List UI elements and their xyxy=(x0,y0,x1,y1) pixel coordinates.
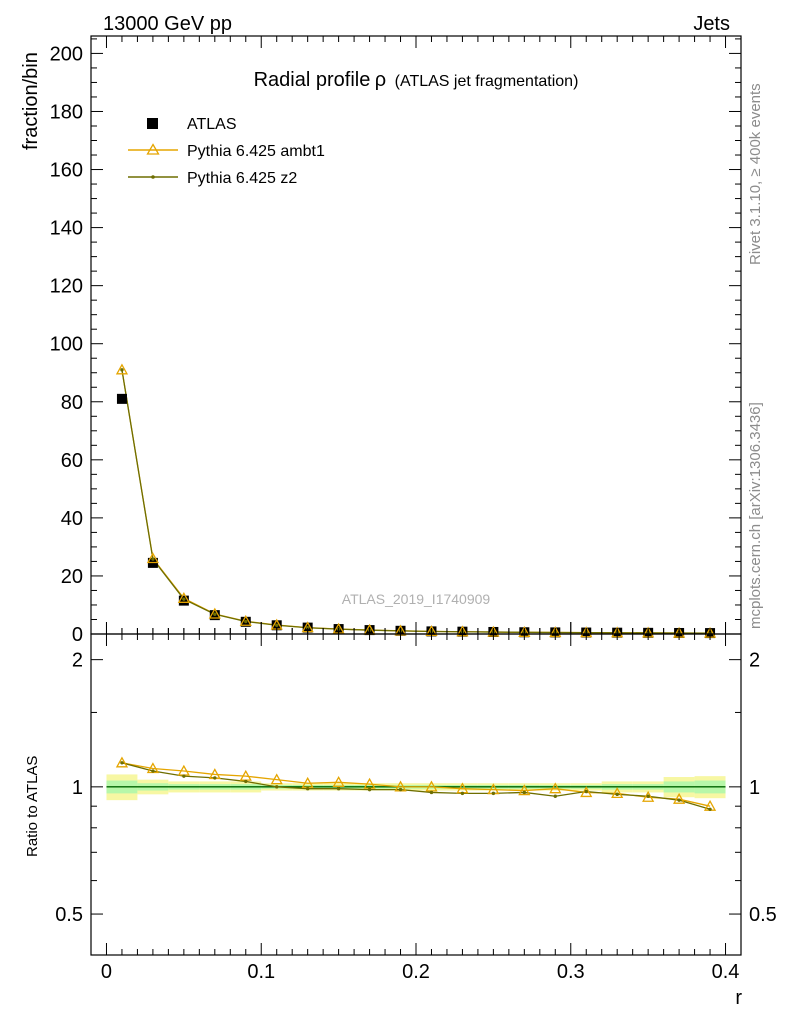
z2-point xyxy=(213,612,217,616)
ambt1-point xyxy=(146,552,160,564)
ratio-y-tick-label-right: 0.5 xyxy=(749,904,777,926)
ratio-z2-point xyxy=(213,776,217,780)
ratio-ambt1-point xyxy=(115,756,129,768)
ratio-z2-point xyxy=(646,794,650,798)
legend-label-z2: Pythia 6.425 z2 xyxy=(187,170,297,187)
x-tick-label: 0.4 xyxy=(712,961,740,983)
z2-point xyxy=(244,619,248,624)
ratio-y-tick-label: 0.5 xyxy=(55,904,83,926)
title-sub: (ATLAS jet fragmentation) xyxy=(395,73,579,90)
ratio-z2-point xyxy=(522,790,527,795)
ratio-ambt1-point xyxy=(642,790,655,802)
z2-point xyxy=(120,368,124,372)
ratio-y-axis-label: Ratio to ATLAS xyxy=(24,756,41,857)
x-axis-label: r xyxy=(735,987,742,1009)
y-tick-label: 120 xyxy=(50,276,83,298)
title-main: Radial profile xyxy=(254,69,371,91)
ambt1-point xyxy=(239,614,252,626)
ratio-z2-point xyxy=(275,785,279,789)
plot-title: Radial profile ρ (ATLAS jet fragmentatio… xyxy=(254,69,579,91)
legend-label-ambt1: Pythia 6.425 ambt1 xyxy=(187,143,325,160)
z2-point xyxy=(275,623,279,627)
ratio-z2-point xyxy=(677,798,681,802)
ratio-ambt1-point xyxy=(611,787,624,799)
z2-point xyxy=(182,597,186,601)
ratio-z2-point xyxy=(615,792,619,797)
ratio-z2-point xyxy=(708,807,712,811)
ratio-z2-point xyxy=(244,779,248,784)
ratio-y-tick-label-right: 1 xyxy=(749,777,760,799)
y-axis-label: fraction/bin xyxy=(20,52,42,150)
z2-point xyxy=(151,557,155,561)
ratio-y-tick-label-right: 2 xyxy=(749,650,760,672)
ratio-z2-point xyxy=(491,791,496,796)
x-tick-label: 0 xyxy=(101,961,112,983)
ratio-y-tick-label: 2 xyxy=(72,650,83,672)
ratio-plot-frame xyxy=(90,633,742,956)
y-tick-label: 60 xyxy=(61,450,83,472)
y-tick-label: 180 xyxy=(50,101,83,123)
legend-marker-atlas xyxy=(147,118,158,129)
process-label: Jets xyxy=(693,13,730,35)
y-tick-label: 20 xyxy=(61,566,83,588)
ratio-z2-point xyxy=(305,786,310,791)
rivet-version-label: Rivet 3.1.10, ≥ 400k events xyxy=(747,83,764,265)
analysis-watermark: ATLAS_2019_I1740909 xyxy=(342,591,491,607)
ratio-ambt1-point xyxy=(270,773,283,785)
ratio-ambt1-point xyxy=(549,782,562,794)
atlas-data-point xyxy=(116,393,127,404)
legend: ATLAS Pythia 6.425 ambt1 Pythia 6.425 z2 xyxy=(128,116,325,187)
x-tick-label: 0.1 xyxy=(247,961,275,983)
legend-marker-z2 xyxy=(151,175,155,179)
ambt1-point xyxy=(177,591,190,603)
ratio-z2-point xyxy=(460,791,465,796)
ratio-z2-point xyxy=(336,786,341,791)
ratio-z2-point xyxy=(553,794,557,798)
y-tick-label: 200 xyxy=(50,43,83,65)
x-tick-label: 0.2 xyxy=(402,961,430,983)
legend-label-atlas: ATLAS xyxy=(187,116,237,133)
series-markers xyxy=(115,363,717,811)
ratio-ambt1-point xyxy=(518,784,531,796)
ambt1-point xyxy=(208,607,221,619)
ratio-z2-point xyxy=(120,761,124,765)
y-tick-label: 100 xyxy=(50,334,83,356)
ratio-y-tick-label: 1 xyxy=(72,777,83,799)
y-tick-label: 40 xyxy=(61,508,83,530)
mcplots-label: mcplots.cern.ch [arXiv:1306.3436] xyxy=(747,402,764,629)
y-tick-label: 160 xyxy=(50,160,83,182)
legend-marker-ambt1 xyxy=(146,143,160,155)
ratio-z2-point xyxy=(429,790,434,795)
ratio-ambt1-point xyxy=(580,786,593,798)
series-lines xyxy=(121,369,711,810)
ratio-z2-point xyxy=(584,789,588,794)
ratio-ambt1-point xyxy=(672,792,686,804)
y-tick-label: 0 xyxy=(72,624,83,646)
x-tick-label: 0.3 xyxy=(557,961,585,983)
ratio-ambt1-point xyxy=(332,775,345,787)
ratio-z2-point xyxy=(151,769,155,773)
ambt1-point xyxy=(115,363,129,375)
ratio-z2-point xyxy=(398,787,403,792)
y-tick-label: 140 xyxy=(50,218,83,240)
ratio-z2-point xyxy=(182,774,186,778)
y-tick-label: 80 xyxy=(61,392,83,414)
title-symbol: ρ xyxy=(375,69,386,91)
ratio-z2-point xyxy=(367,787,372,792)
z2-point xyxy=(305,626,310,630)
energy-label: 13000 GeV pp xyxy=(103,13,232,35)
